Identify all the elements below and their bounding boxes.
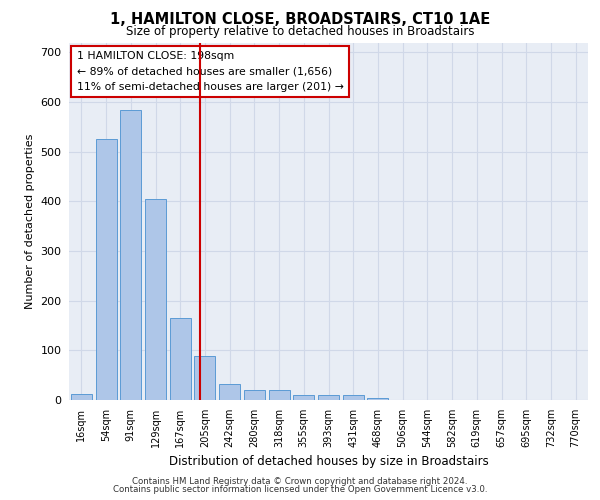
Bar xyxy=(293,395,314,400)
Bar xyxy=(95,140,116,400)
Bar xyxy=(367,398,388,400)
Bar xyxy=(120,110,141,400)
Bar xyxy=(269,390,290,400)
Bar xyxy=(145,199,166,400)
Bar xyxy=(170,318,191,400)
Bar xyxy=(71,394,92,400)
Text: Size of property relative to detached houses in Broadstairs: Size of property relative to detached ho… xyxy=(126,25,474,38)
Text: Contains HM Land Registry data © Crown copyright and database right 2024.: Contains HM Land Registry data © Crown c… xyxy=(132,477,468,486)
Bar xyxy=(219,384,240,400)
X-axis label: Distribution of detached houses by size in Broadstairs: Distribution of detached houses by size … xyxy=(169,456,488,468)
Bar xyxy=(343,394,364,400)
Bar xyxy=(318,394,339,400)
Bar xyxy=(194,356,215,400)
Text: Contains public sector information licensed under the Open Government Licence v3: Contains public sector information licen… xyxy=(113,485,487,494)
Text: 1, HAMILTON CLOSE, BROADSTAIRS, CT10 1AE: 1, HAMILTON CLOSE, BROADSTAIRS, CT10 1AE xyxy=(110,12,490,28)
Y-axis label: Number of detached properties: Number of detached properties xyxy=(25,134,35,309)
Bar xyxy=(244,390,265,400)
Text: 1 HAMILTON CLOSE: 198sqm
← 89% of detached houses are smaller (1,656)
11% of sem: 1 HAMILTON CLOSE: 198sqm ← 89% of detach… xyxy=(77,52,344,92)
